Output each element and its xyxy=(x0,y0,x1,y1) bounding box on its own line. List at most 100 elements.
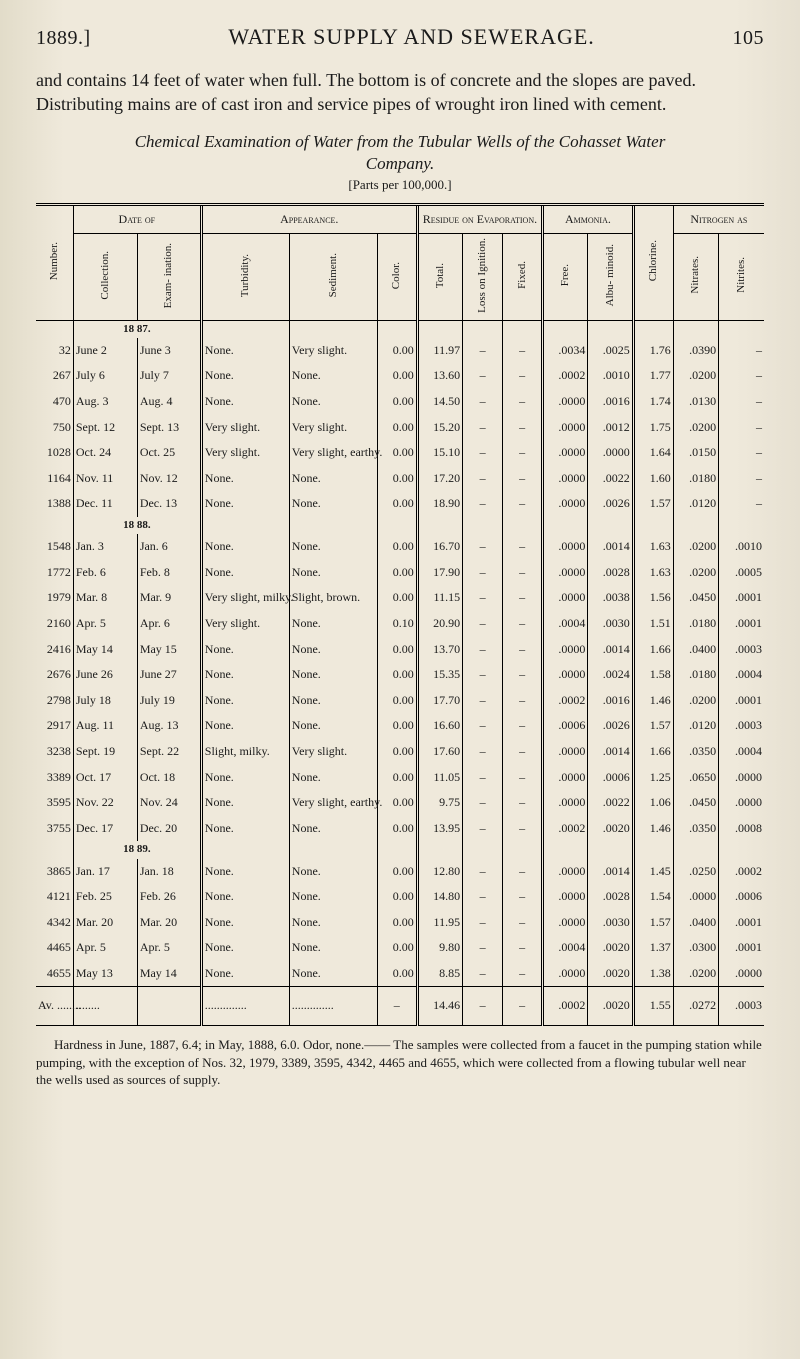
table-row: 4655May 13May 14None.None.0.008.85––.000… xyxy=(36,961,764,987)
cell-n: 470 xyxy=(36,389,73,415)
cell-na: .0200 xyxy=(673,534,718,560)
cell-na: .0400 xyxy=(673,637,718,663)
cell-al: .0012 xyxy=(588,415,633,441)
cell-n: 1979 xyxy=(36,585,73,611)
cell-n: 1028 xyxy=(36,440,73,466)
col-exam: Exam- ination. xyxy=(163,243,174,308)
cell-ch: 1.56 xyxy=(633,585,673,611)
cell-t: None. xyxy=(201,560,289,586)
cell-li: – xyxy=(463,910,503,936)
cell-c: Jan. 3 xyxy=(73,534,137,560)
cell-tot: 11.95 xyxy=(417,910,462,936)
cell-c: Mar. 8 xyxy=(73,585,137,611)
cell-li: – xyxy=(463,611,503,637)
cell-ni: – xyxy=(719,363,764,389)
cell-ni: .0002 xyxy=(719,859,764,885)
cell-fx: – xyxy=(503,363,543,389)
cell-ch: 1.57 xyxy=(633,713,673,739)
cell-s: None. xyxy=(289,662,377,688)
cell-col: 0.00 xyxy=(377,534,417,560)
cell-t: None. xyxy=(201,637,289,663)
header-left: 1889.] xyxy=(36,27,91,50)
cell-fr: .0000 xyxy=(543,662,588,688)
cell-ni: .0005 xyxy=(719,560,764,586)
table-row: 4121Feb. 25Feb. 26None.None.0.0014.80––.… xyxy=(36,884,764,910)
cell-tot: 13.60 xyxy=(417,363,462,389)
cell-s: None. xyxy=(289,713,377,739)
cell-na: .0390 xyxy=(673,338,718,364)
cell-li: – xyxy=(463,440,503,466)
col-nitrites: Nitrites. xyxy=(736,257,747,293)
cell-ni: .0001 xyxy=(719,688,764,714)
cell-ni: .0000 xyxy=(719,765,764,791)
cell-ch: 1.74 xyxy=(633,389,673,415)
grp-ammonia: Ammonia. xyxy=(565,212,611,226)
cell-col: 0.10 xyxy=(377,611,417,637)
cell-na: .0130 xyxy=(673,389,718,415)
cell-na: .0200 xyxy=(673,688,718,714)
av-label: Av. ........ xyxy=(36,987,73,1026)
cell-li: – xyxy=(463,961,503,987)
cell-fr: .0034 xyxy=(543,338,588,364)
cell-e: Feb. 8 xyxy=(137,560,201,586)
cell-li: – xyxy=(463,859,503,885)
cell-e: Dec. 13 xyxy=(137,491,201,517)
cell-tot: 9.75 xyxy=(417,790,462,816)
cell-col: 0.00 xyxy=(377,637,417,663)
cell-fr: .0000 xyxy=(543,961,588,987)
cell-fx: – xyxy=(503,910,543,936)
cell-na: .0300 xyxy=(673,935,718,961)
cell-t: None. xyxy=(201,790,289,816)
cell-ch: 1.46 xyxy=(633,816,673,842)
cell-e: Apr. 5 xyxy=(137,935,201,961)
grp-appearance: Appearance. xyxy=(280,212,338,226)
cell-fx: – xyxy=(503,816,543,842)
cell-fr: .0002 xyxy=(543,363,588,389)
cell-t: Very slight, milky. xyxy=(201,585,289,611)
cell-na: .0350 xyxy=(673,739,718,765)
cell-fx: – xyxy=(503,790,543,816)
cell-na: .0120 xyxy=(673,491,718,517)
table-row: 4465Apr. 5Apr. 5None.None.0.009.80––.000… xyxy=(36,935,764,961)
cell-t: Slight, milky. xyxy=(201,739,289,765)
cell-t: None. xyxy=(201,491,289,517)
cell-c: Jan. 17 xyxy=(73,859,137,885)
table-row: 2416May 14May 15None.None.0.0013.70––.00… xyxy=(36,637,764,663)
cell-c: Feb. 6 xyxy=(73,560,137,586)
table-row: 4342Mar. 20Mar. 20None.None.0.0011.95––.… xyxy=(36,910,764,936)
cell-li: – xyxy=(463,884,503,910)
table-row: 1979Mar. 8Mar. 9Very slight, milky.Sligh… xyxy=(36,585,764,611)
cell-c: Aug. 11 xyxy=(73,713,137,739)
av-albu: .0020 xyxy=(588,987,633,1026)
cell-na: .0450 xyxy=(673,790,718,816)
cell-c: Mar. 20 xyxy=(73,910,137,936)
cell-li: – xyxy=(463,491,503,517)
cell-s: None. xyxy=(289,560,377,586)
cell-li: – xyxy=(463,935,503,961)
cell-ch: 1.57 xyxy=(633,910,673,936)
cell-tot: 15.10 xyxy=(417,440,462,466)
cell-n: 2160 xyxy=(36,611,73,637)
av-loss: – xyxy=(463,987,503,1026)
cell-col: 0.00 xyxy=(377,790,417,816)
cell-n: 3865 xyxy=(36,859,73,885)
cell-na: .0200 xyxy=(673,560,718,586)
year-label: 18 87. xyxy=(73,320,201,338)
cell-al: .0014 xyxy=(588,534,633,560)
cell-c: July 6 xyxy=(73,363,137,389)
cell-fr: .0000 xyxy=(543,790,588,816)
cell-al: .0014 xyxy=(588,739,633,765)
cell-tot: 16.60 xyxy=(417,713,462,739)
cell-t: None. xyxy=(201,961,289,987)
cell-n: 1548 xyxy=(36,534,73,560)
av-sed: .............. xyxy=(289,987,377,1026)
cell-fr: .0000 xyxy=(543,910,588,936)
table-row: 32June 2June 3None.Very slight.0.0011.97… xyxy=(36,338,764,364)
col-chlorine: Chlorine. xyxy=(648,240,659,281)
cell-li: – xyxy=(463,713,503,739)
table-row: 2160Apr. 5Apr. 6Very slight.None.0.1020.… xyxy=(36,611,764,637)
cell-ch: 1.76 xyxy=(633,338,673,364)
intro-paragraph: and contains 14 feet of water when full.… xyxy=(36,68,764,117)
col-total: Total. xyxy=(435,263,446,288)
cell-ni: .0000 xyxy=(719,961,764,987)
